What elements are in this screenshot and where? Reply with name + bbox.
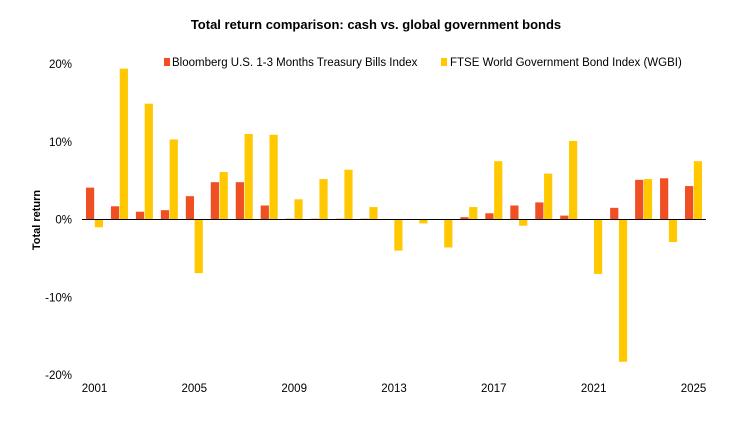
bar-tbills-2018 <box>510 205 519 220</box>
x-tick-label: 2017 <box>481 383 507 395</box>
bar-wgbi-2023 <box>643 179 653 220</box>
bar-tbills-2023 <box>635 179 644 220</box>
bar-wgbi-2013 <box>394 219 403 251</box>
bar-wgbi-2022 <box>618 219 628 362</box>
bar-tbills-2017 <box>485 213 494 220</box>
bar-wgbi-2017 <box>494 161 503 220</box>
bar-wgbi-2002 <box>119 68 128 220</box>
bar-wgbi-2019 <box>544 173 553 220</box>
bar-tbills-2008 <box>260 205 269 220</box>
bar-tbills-2022 <box>610 207 619 220</box>
bar-tbills-2016 <box>460 217 469 220</box>
bar-tbills-2004 <box>160 210 170 220</box>
bar-tbills-2020 <box>560 215 569 220</box>
legend-label: Bloomberg U.S. 1-3 Months Treasury Bills… <box>172 57 418 69</box>
x-axis-ticks: 2001 2005 2009 2013 2017 2021 2025 <box>82 383 707 395</box>
legend-label: FTSE World Government Bond Index (WGBI) <box>450 57 682 69</box>
bar-tbills-2005 <box>185 196 195 220</box>
bar-wgbi-2006 <box>219 172 228 220</box>
x-tick-label: 2009 <box>281 383 307 395</box>
y-tick-label: 20% <box>49 59 72 71</box>
x-tick-label: 2001 <box>82 383 108 395</box>
bar-wgbi-2008 <box>269 134 278 220</box>
bar-wgbi-2005 <box>194 219 203 274</box>
y-tick-label: -10% <box>45 292 72 304</box>
bar-wgbi-2014 <box>419 219 428 224</box>
bar-tbills-2001 <box>85 187 95 220</box>
bar-wgbi-2018 <box>519 219 528 226</box>
bar-wgbi-2007 <box>244 133 253 220</box>
bar-wgbi-2024 <box>668 219 678 243</box>
bar-tbills-2007 <box>235 182 244 220</box>
bar-tbills-2002 <box>110 206 120 220</box>
bar-tbills-2024 <box>660 178 669 220</box>
bar-tbills-2003 <box>135 211 145 220</box>
x-tick-label: 2025 <box>681 383 707 395</box>
legend: Bloomberg U.S. 1-3 Months Treasury Bills… <box>164 57 682 69</box>
y-axis-label: Total return <box>31 190 43 251</box>
y-tick-label: 0% <box>55 215 72 227</box>
x-tick-label: 2021 <box>581 383 607 395</box>
bars <box>85 68 703 362</box>
bar-tbills-2025 <box>685 186 694 220</box>
y-axis-ticks: 20% 10% 0% -10% -20% <box>45 59 72 382</box>
bar-wgbi-2003 <box>144 103 153 220</box>
y-tick-label: 10% <box>49 137 72 149</box>
bar-wgbi-2001 <box>94 219 103 228</box>
bar-wgbi-2016 <box>469 207 478 220</box>
legend-swatch <box>164 58 170 66</box>
x-tick-label: 2013 <box>381 383 407 395</box>
bar-wgbi-2012 <box>369 207 378 220</box>
bar-wgbi-2025 <box>693 161 703 220</box>
bar-wgbi-2004 <box>169 139 178 220</box>
chart-title: Total return comparison: cash vs. global… <box>190 17 562 32</box>
bar-wgbi-2020 <box>569 140 578 220</box>
legend-swatch <box>441 58 447 66</box>
bar-wgbi-2021 <box>593 219 603 274</box>
x-tick-label: 2005 <box>182 383 208 395</box>
bar-tbills-2006 <box>210 182 219 220</box>
bar-wgbi-2011 <box>344 169 353 220</box>
bar-tbills-2019 <box>535 202 544 220</box>
bar-wgbi-2010 <box>319 179 328 220</box>
bar-wgbi-2015 <box>444 219 453 248</box>
y-tick-label: -20% <box>45 370 72 382</box>
bar-wgbi-2009 <box>294 199 303 220</box>
